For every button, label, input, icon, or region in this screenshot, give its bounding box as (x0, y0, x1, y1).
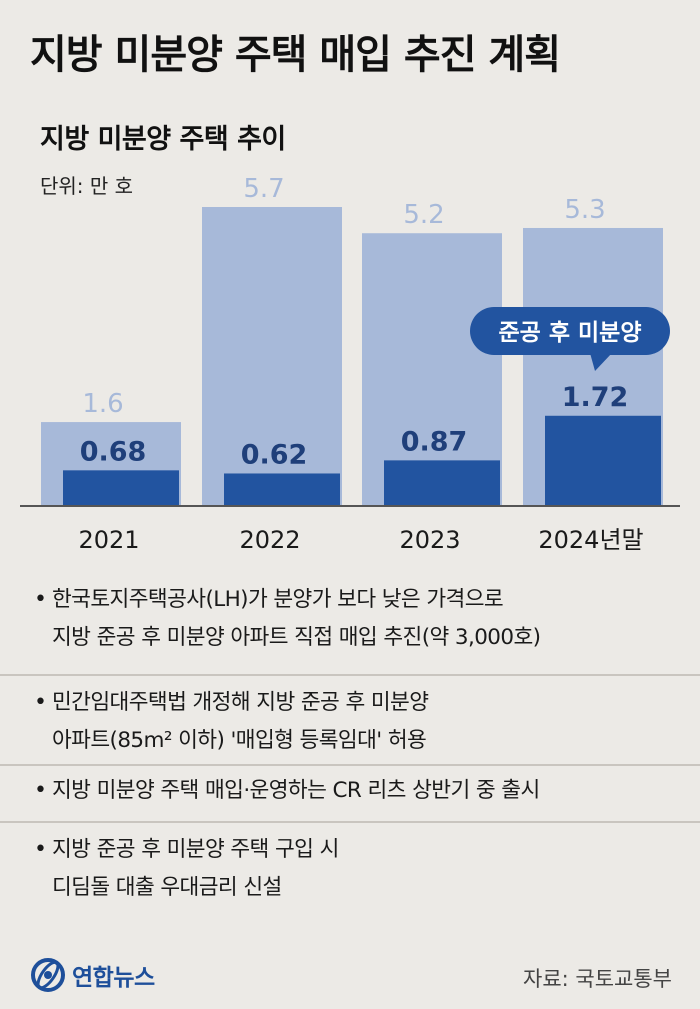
bullet-dot: • (34, 587, 47, 612)
x-tick-label: 2023 (399, 526, 460, 554)
x-tick-label: 2022 (239, 526, 300, 554)
value-label-completed-unsold: 0.62 (241, 439, 308, 470)
bar-total (202, 207, 342, 506)
x-tick-label: 2021 (78, 526, 139, 554)
bar-completed-unsold (545, 415, 661, 506)
x-tick-label: 2024년말 (538, 526, 643, 554)
callout-bubble (470, 307, 670, 355)
value-label-total: 5.7 (243, 174, 284, 204)
bullet-text: 민간임대주택법 개정해 지방 준공 후 미분양 (52, 690, 429, 715)
yonhap-logo-icon (31, 958, 65, 992)
bullet-text: 한국토지주택공사(LH)가 분양가 보다 낮은 가격으로 (52, 587, 504, 612)
value-label-completed-unsold: 0.68 (80, 436, 147, 467)
bullet-dot: • (34, 837, 47, 862)
bullet-text: 지방 준공 후 미분양 아파트 직접 매입 추진(약 3,000호) (52, 625, 541, 650)
bullet-list: • 한국토지주택공사(LH)가 분양가 보다 낮은 가격으로 지방 준공 후 미분양… (0, 577, 700, 910)
bullet-item: • 지방 미분양 주택 매입·운영하는 CR 리츠 상반기 중 출시 (0, 766, 700, 823)
bullet-text: 지방 미분양 주택 매입·운영하는 CR 리츠 상반기 중 출시 (52, 778, 540, 803)
callout-text: 준공 후 미분양 (499, 320, 642, 346)
unit-label: 단위: 만 호 (40, 174, 134, 198)
bullet-text: 디딤돌 대출 우대금리 신설 (52, 875, 282, 900)
page-title: 지방 미분양 주택 매입 추진 계획 (30, 32, 561, 78)
value-label-total: 5.2 (403, 200, 444, 230)
bar-completed-unsold (63, 470, 179, 506)
logo-text: 연합뉴스 (72, 965, 155, 991)
callout-pointer (590, 353, 612, 371)
value-label-completed-unsold: 0.87 (401, 426, 468, 457)
bullet-dot: • (34, 690, 47, 715)
bullet-dot: • (34, 778, 47, 803)
value-label-completed-unsold: 1.72 (562, 382, 629, 413)
source-text: 자료: 국토교통부 (523, 967, 672, 991)
chart-title: 지방 미분양 주택 추이 (40, 124, 286, 155)
bar-completed-unsold (384, 460, 500, 506)
bullet-text: 지방 준공 후 미분양 주택 구입 시 (52, 837, 339, 862)
bar-chart: 1.6 0.68 2021 5.7 0.62 2022 5.2 0.87 2023 5.3 1.72… (20, 174, 680, 554)
value-label-total: 5.3 (564, 195, 605, 225)
bar-completed-unsold (224, 473, 340, 506)
bullet-text: 아파트(85m² 이하) '매입형 등록임대' 허용 (52, 728, 427, 753)
yonhap-logo: 연합뉴스 (30, 957, 155, 993)
value-label-total: 1.6 (82, 389, 123, 419)
